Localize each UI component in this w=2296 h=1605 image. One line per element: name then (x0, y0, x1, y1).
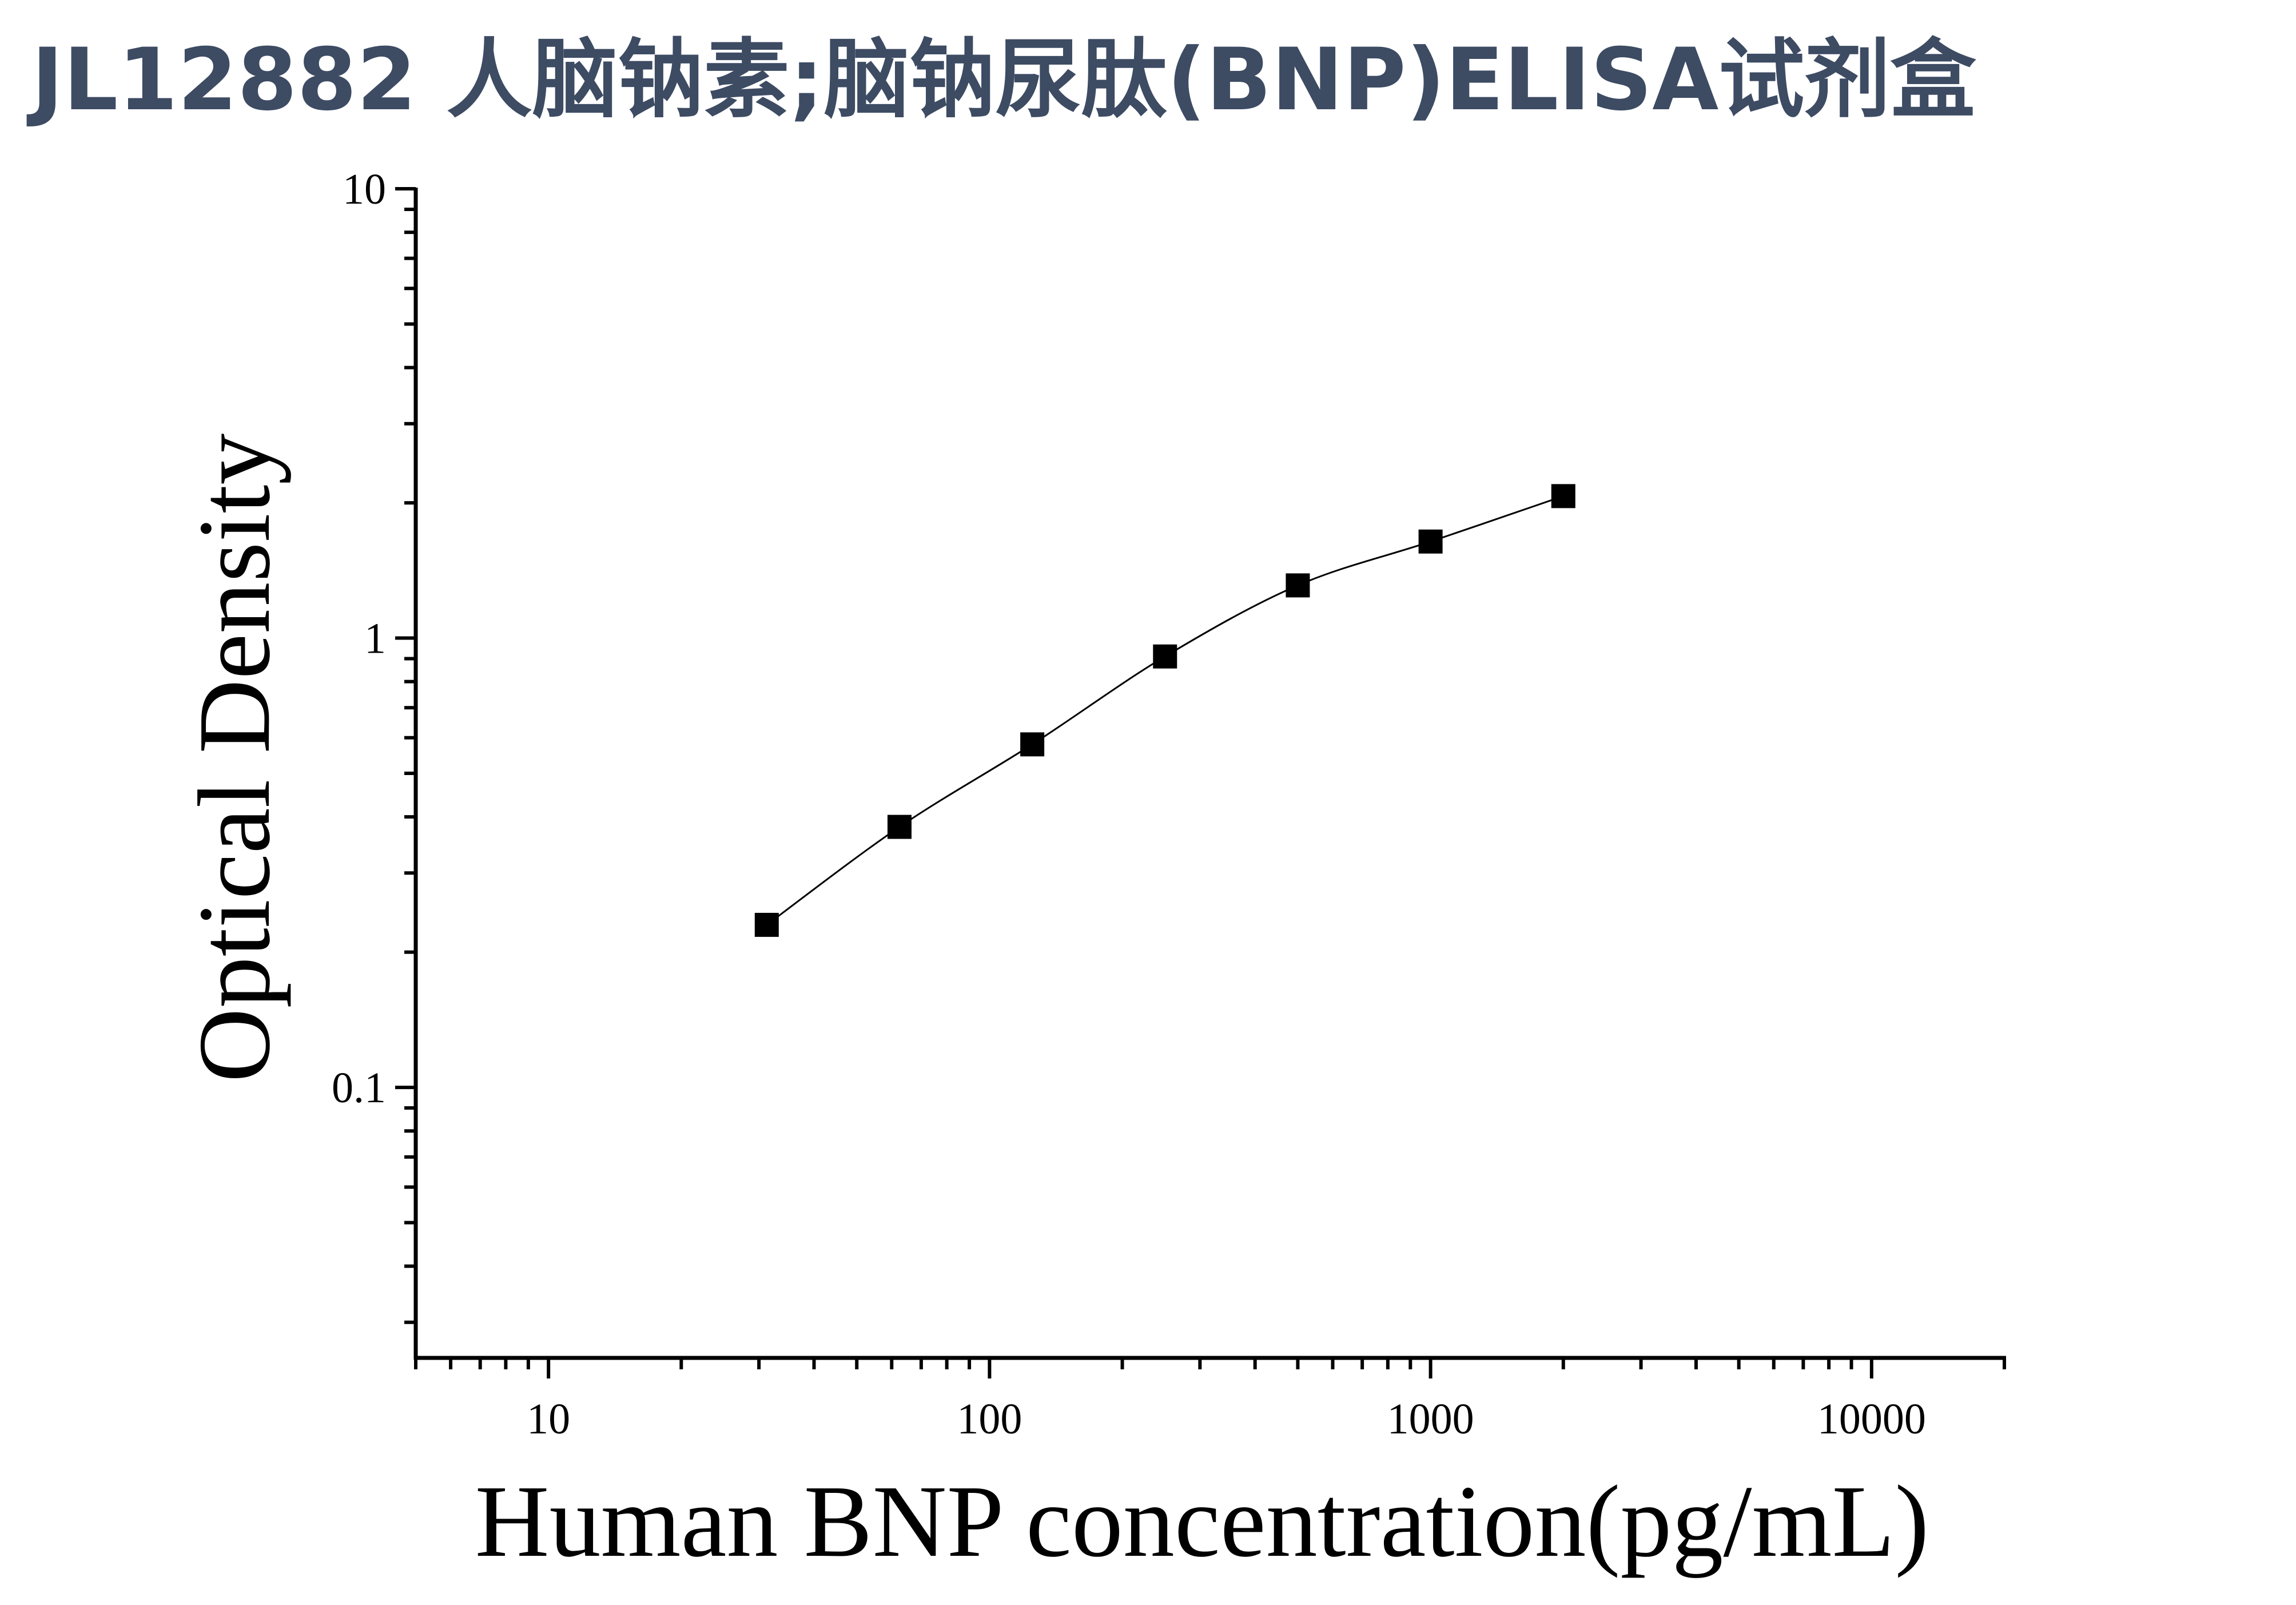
data-point (1153, 644, 1177, 669)
data-points (754, 484, 1575, 937)
tick-labels: 10 100 1000 10000 0.1 1 10 (332, 165, 1926, 1443)
data-point (754, 912, 779, 937)
data-point (1020, 732, 1045, 757)
page-title: JL12882 人脑钠素;脑钠尿肽(BNP)ELISA试剂盒 (31, 30, 1976, 130)
axes (413, 188, 2006, 1360)
major-ticks (395, 187, 1873, 1378)
data-point (1551, 484, 1575, 508)
x-tick-label: 1000 (1387, 1395, 1474, 1443)
data-point (887, 815, 912, 839)
data-point (1286, 573, 1310, 598)
y-axis-title: Optical Density (177, 434, 291, 1083)
y-tick-label: 1 (364, 615, 386, 663)
minor-ticks (404, 207, 2006, 1369)
y-tick-label: 10 (343, 165, 386, 213)
data-point (1418, 529, 1443, 554)
x-axis-title: Human BNP concentration(pg/mL) (475, 1464, 1929, 1578)
y-tick-label: 0.1 (332, 1064, 386, 1112)
fit-curve (766, 495, 1564, 926)
x-tick-label: 10000 (1817, 1395, 1926, 1443)
x-tick-label: 100 (957, 1395, 1022, 1443)
x-tick-label: 10 (527, 1395, 570, 1443)
